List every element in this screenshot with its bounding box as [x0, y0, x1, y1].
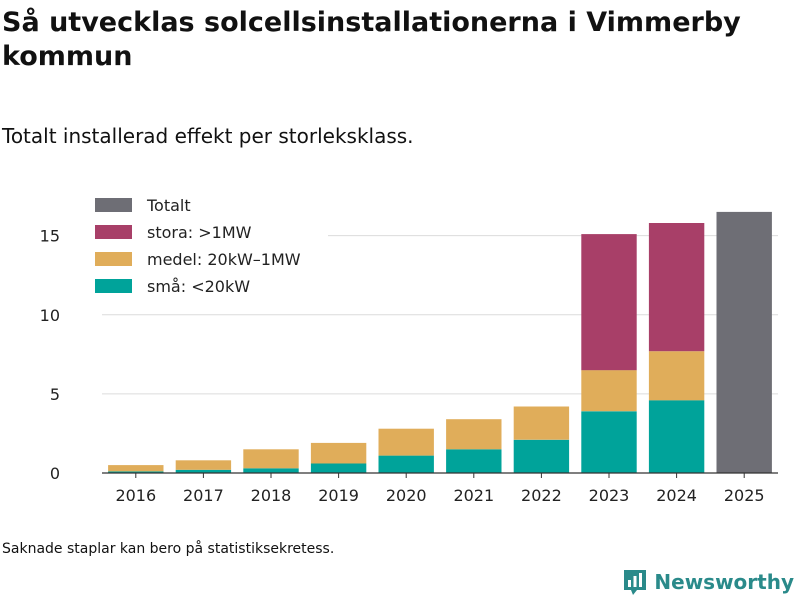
- x-tick-label: 2023: [589, 486, 630, 505]
- x-tick-label: 2021: [453, 486, 494, 505]
- bar-2022: [513, 439, 570, 473]
- bar-2023: [581, 234, 637, 371]
- legend-swatch: [95, 225, 132, 239]
- legend-label: medel: 20kW–1MW: [147, 250, 301, 269]
- y-axis: 0 5 10 15: [40, 227, 60, 483]
- bar-2023: [581, 370, 637, 412]
- y-tick-label: 5: [50, 385, 60, 404]
- bar-2020: [378, 428, 434, 456]
- legend-label: stora: >1MW: [147, 223, 252, 242]
- legend-swatch: [95, 198, 132, 212]
- x-tick-label: 2017: [183, 486, 224, 505]
- bar-2021: [446, 419, 502, 450]
- legend: Totalt stora: >1MW medel: 20kW–1MW små: <20…: [88, 192, 328, 304]
- x-axis: 2016 2017 2018 2019 2020 2021 2022 2023 2024 2025: [102, 472, 778, 505]
- bar-2024: [648, 400, 705, 473]
- bar-2020: [378, 455, 434, 473]
- legend-swatch: [95, 252, 132, 266]
- bar-2018: [243, 449, 299, 469]
- bar-2023: [581, 411, 637, 473]
- chart-subtitle: Totalt installerad effekt per storlekskl…: [2, 124, 414, 148]
- chart-title: Så utvecklas solcellsinstallationerna i …: [2, 7, 741, 72]
- bar-2017: [175, 469, 232, 473]
- y-tick-label: 0: [50, 464, 60, 483]
- bar-2016: [108, 471, 164, 473]
- y-tick-label: 10: [40, 306, 60, 325]
- footnote: Saknade staplar kan bero på statistiksek…: [2, 541, 335, 557]
- x-tick-label: 2020: [386, 486, 427, 505]
- bars: [108, 211, 772, 473]
- y-tick-label: 15: [40, 227, 60, 246]
- bar-2018: [243, 468, 299, 473]
- brand-name: Newsworthy: [654, 570, 794, 594]
- bar-2022: [513, 406, 570, 440]
- bar-2025: [716, 211, 772, 473]
- bar-2024: [648, 223, 705, 352]
- x-tick-label: 2018: [251, 486, 292, 505]
- bar-2019: [310, 463, 367, 473]
- legend-label: Totalt: [146, 196, 191, 215]
- brand-logo: Newsworthy: [622, 568, 794, 596]
- x-tick-label: 2019: [318, 486, 359, 505]
- x-tick-label: 2016: [115, 486, 156, 505]
- bar-2021: [446, 449, 502, 473]
- legend-label: små: <20kW: [147, 277, 250, 296]
- bar-2017: [175, 460, 232, 470]
- x-tick-label: 2022: [521, 486, 562, 505]
- bar-2019: [310, 442, 367, 464]
- bar-2024: [648, 351, 705, 401]
- x-tick-label: 2025: [724, 486, 765, 505]
- bar-chart: 2016 2017 2018 2019 2020 2021 2022 2023 2024 2025…: [40, 192, 778, 505]
- newsworthy-logo-icon: [624, 570, 647, 595]
- bar-2016: [108, 465, 164, 472]
- x-tick-label: 2024: [656, 486, 697, 505]
- legend-swatch: [95, 279, 132, 293]
